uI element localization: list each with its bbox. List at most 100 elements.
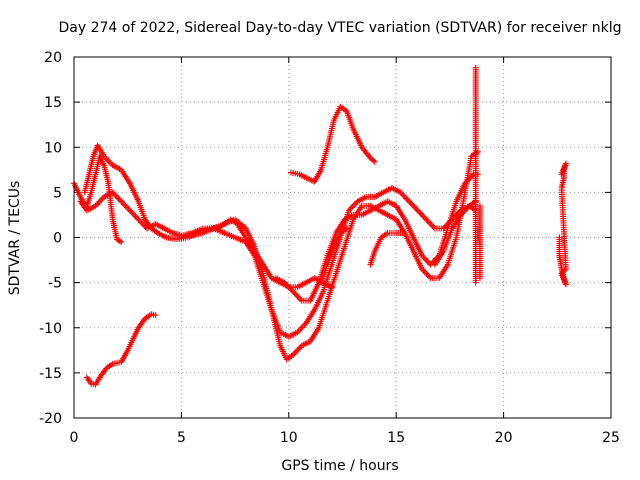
data-point xyxy=(414,207,421,214)
data-point xyxy=(292,348,299,355)
series-cluster-22.7h xyxy=(556,160,569,288)
series-track-4 xyxy=(178,149,480,363)
data-point xyxy=(95,199,102,206)
x-tick-labels: 0 5 10 15 20 25 xyxy=(70,430,620,446)
data-point xyxy=(426,219,433,226)
data-point xyxy=(115,195,122,202)
data-point xyxy=(106,159,113,166)
x-tick-label: 25 xyxy=(602,430,620,446)
data-point xyxy=(343,225,350,232)
series-track-1 xyxy=(71,153,123,245)
x-tick-label: 10 xyxy=(280,430,298,446)
data-point xyxy=(129,210,136,217)
series-track-10 xyxy=(431,199,478,268)
series-track-2 xyxy=(81,142,334,291)
x-tick-label: 5 xyxy=(177,430,186,446)
y-tick-label: -5 xyxy=(48,276,62,292)
data-point xyxy=(464,177,471,184)
y-tick-label: -15 xyxy=(39,366,62,382)
data-point xyxy=(298,324,305,331)
data-point xyxy=(404,196,411,203)
data-point xyxy=(126,207,133,214)
data-point xyxy=(348,204,355,211)
data-point xyxy=(424,217,431,224)
data-point xyxy=(421,214,428,221)
data-point xyxy=(288,287,295,294)
plot-frame xyxy=(73,56,612,419)
data-point xyxy=(294,293,301,300)
data-point xyxy=(424,272,431,279)
data-point xyxy=(123,204,130,211)
data-point xyxy=(134,214,141,221)
data-point xyxy=(291,290,298,297)
data-point xyxy=(420,213,427,220)
series-track-9 xyxy=(367,229,404,268)
data-point xyxy=(410,202,417,209)
y-tick-label: 10 xyxy=(44,140,62,156)
data-point xyxy=(416,208,423,215)
data-point xyxy=(430,223,437,230)
data-point xyxy=(558,171,565,178)
data-point xyxy=(135,216,142,223)
data-point xyxy=(138,219,145,226)
data-point xyxy=(427,220,434,227)
y-axis-label: SDTVAR / TECUs xyxy=(7,181,23,296)
data-point xyxy=(98,196,105,203)
data-point xyxy=(421,255,428,262)
data-point xyxy=(116,196,123,203)
series-spike-18.7h xyxy=(472,66,479,286)
data-point xyxy=(407,199,414,206)
data-point xyxy=(411,204,418,211)
data-point xyxy=(119,199,126,206)
y-tick-labels: -20 -15 -10 -5 0 5 10 15 20 xyxy=(39,50,62,427)
data-point xyxy=(426,273,433,280)
data-point xyxy=(406,198,413,205)
data-point xyxy=(136,217,143,224)
chart-title: Day 274 of 2022, Sidereal Day-to-day VTE… xyxy=(59,20,622,36)
x-tick-label: 15 xyxy=(387,430,405,446)
data-point xyxy=(472,64,479,71)
data-point xyxy=(350,202,357,209)
data-point xyxy=(399,229,406,236)
data-point xyxy=(423,257,430,264)
series-track-5 xyxy=(287,103,377,185)
data-points xyxy=(71,64,569,388)
data-point xyxy=(429,222,435,229)
data-point xyxy=(116,238,123,245)
data-point xyxy=(128,208,135,215)
data-point xyxy=(105,157,112,164)
data-point xyxy=(131,211,138,218)
data-point xyxy=(295,345,302,352)
data-point xyxy=(122,202,129,209)
data-point xyxy=(418,211,425,218)
data-point xyxy=(423,270,430,277)
data-point xyxy=(113,193,120,200)
data-point xyxy=(132,213,139,220)
y-tick-label: 20 xyxy=(44,50,62,66)
data-point xyxy=(118,239,125,246)
y-tick-label: -10 xyxy=(39,321,62,337)
series-spike-18.9h xyxy=(476,204,483,282)
data-point xyxy=(408,201,415,208)
y-tick-label: 5 xyxy=(53,185,62,201)
data-point xyxy=(118,198,125,205)
x-axis-label: GPS time / hours xyxy=(281,458,398,474)
data-point xyxy=(351,201,358,208)
data-point xyxy=(401,193,408,200)
data-point xyxy=(121,201,128,208)
y-tick-label: 15 xyxy=(44,95,62,111)
data-point xyxy=(476,202,483,209)
data-point xyxy=(152,312,159,319)
data-point xyxy=(423,216,430,223)
x-tick-label: 0 xyxy=(70,430,79,446)
data-point xyxy=(400,192,407,199)
data-point xyxy=(297,296,304,303)
y-tick-label: -20 xyxy=(39,411,62,427)
data-point xyxy=(96,198,103,205)
data-point xyxy=(125,205,132,212)
series-track-7 xyxy=(83,311,157,388)
data-point xyxy=(294,347,301,354)
data-point xyxy=(371,158,378,165)
